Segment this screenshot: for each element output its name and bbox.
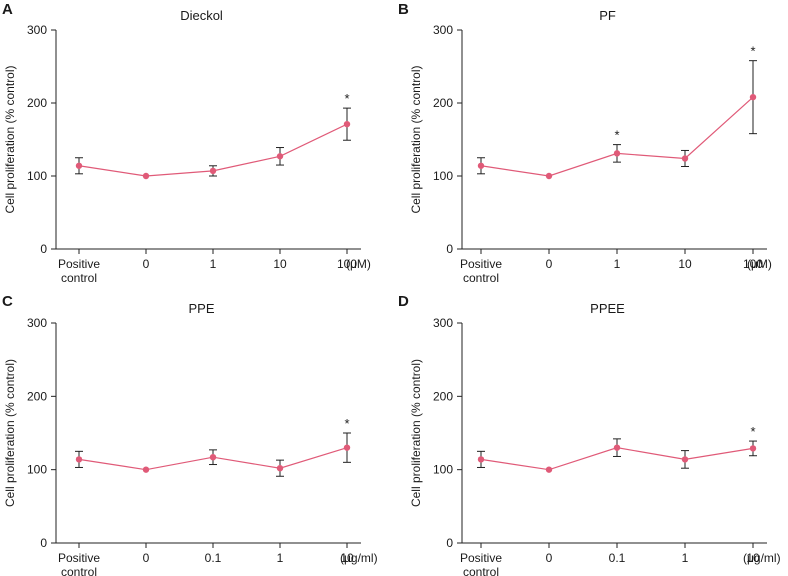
data-point: [209, 454, 217, 461]
panel-letter: D: [398, 293, 409, 310]
y-tick-label: 200: [433, 96, 453, 110]
data-point: [343, 444, 351, 451]
y-axis-label: Cell proliferation (% control): [3, 65, 17, 213]
x-unit-label: (μg/ml): [340, 551, 378, 565]
data-point: [749, 445, 757, 452]
data-point: [142, 466, 150, 473]
x-tick-label: Positive control: [58, 551, 100, 576]
significance-marker: *: [614, 128, 619, 143]
data-point: [681, 456, 689, 463]
significance-marker: *: [750, 424, 755, 439]
y-tick-label: 300: [433, 316, 453, 330]
data-point: [681, 155, 689, 162]
x-tick-label: 0.1: [609, 551, 626, 565]
x-tick-label: 0: [546, 551, 553, 565]
data-point: [75, 162, 83, 169]
data-point: [613, 150, 621, 157]
y-axis-label: Cell proliferation (% control): [3, 359, 17, 507]
x-tick-label: 1: [614, 257, 621, 271]
x-tick-label: 0: [143, 551, 150, 565]
y-axis-label: Cell proliferation (% control): [409, 359, 423, 507]
panel-letter: A: [2, 1, 13, 18]
data-point: [276, 465, 284, 472]
data-point: [477, 456, 485, 463]
x-tick-label: 10: [746, 551, 760, 565]
panel-title: PF: [599, 8, 616, 23]
x-tick-label: 10: [340, 551, 354, 565]
x-tick-label: 1: [210, 257, 217, 271]
y-tick-label: 300: [433, 23, 453, 37]
significance-marker: *: [344, 91, 349, 106]
y-tick-label: 100: [27, 463, 47, 477]
x-tick-label: 100: [337, 257, 357, 271]
x-unit-label: (μM): [747, 257, 772, 271]
x-tick-label: 10: [678, 257, 692, 271]
x-tick-label: 10: [273, 257, 287, 271]
y-tick-label: 100: [27, 169, 47, 183]
panel-letter: B: [398, 1, 409, 18]
y-tick-label: 200: [433, 389, 453, 403]
x-unit-label: (μg/ml): [743, 551, 781, 565]
significance-marker: *: [750, 44, 755, 59]
data-point: [749, 93, 757, 101]
y-tick-label: 0: [40, 242, 47, 256]
x-tick-label: 0: [143, 257, 150, 271]
y-tick-label: 300: [27, 316, 47, 330]
x-tick-label: 1: [682, 551, 689, 565]
data-point: [477, 162, 485, 169]
x-tick-label: 0.1: [205, 551, 222, 565]
panel-title: Dieckol: [180, 8, 223, 23]
y-tick-label: 0: [446, 536, 453, 550]
x-tick-label: 0: [546, 257, 553, 271]
data-point: [209, 167, 217, 175]
panel-title: PPEE: [590, 301, 625, 316]
data-point: [75, 456, 83, 463]
x-unit-label: (μM): [346, 257, 371, 271]
y-axis-label: Cell proliferation (% control): [409, 65, 423, 213]
data-point: [142, 172, 150, 180]
y-tick-label: 0: [40, 536, 47, 550]
y-tick-label: 100: [433, 169, 453, 183]
data-point: [343, 120, 351, 128]
y-tick-label: 200: [27, 96, 47, 110]
x-tick-label: Positive control: [460, 551, 502, 576]
data-point: [545, 466, 553, 473]
x-tick-label: Positive control: [58, 257, 100, 285]
panel-title: PPE: [188, 301, 214, 316]
significance-marker: *: [344, 416, 349, 431]
y-tick-label: 300: [27, 23, 47, 37]
x-tick-label: 100: [743, 257, 763, 271]
data-point: [613, 444, 621, 451]
y-tick-label: 100: [433, 463, 453, 477]
x-tick-label: Positive control: [460, 257, 502, 285]
y-tick-label: 200: [27, 389, 47, 403]
x-tick-label: 1: [277, 551, 284, 565]
data-point: [276, 153, 284, 160]
data-point: [545, 172, 553, 180]
y-tick-label: 0: [446, 242, 453, 256]
panel-letter: C: [2, 293, 13, 310]
